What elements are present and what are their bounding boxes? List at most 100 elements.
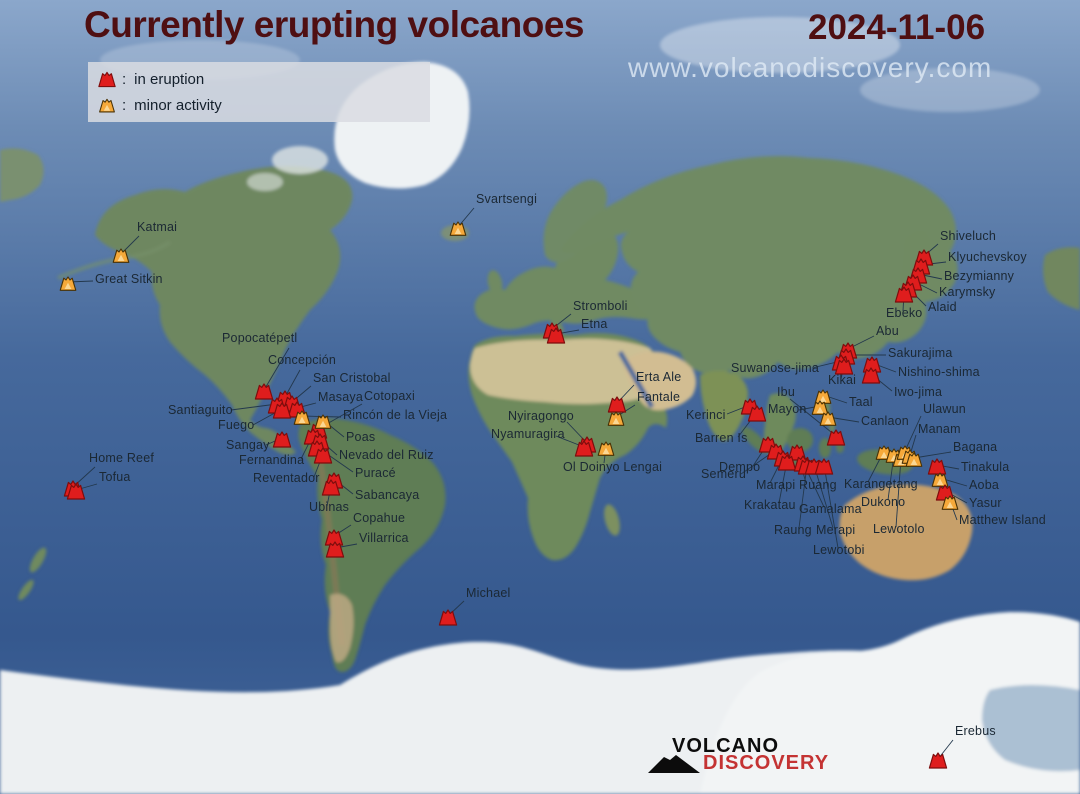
leader-line-ibu [789,398,837,437]
volcano-label-fantale: Fantale [637,390,680,404]
volcano-label-alaid: Alaid [928,300,957,314]
volcano-label-kikai: Kikai [828,373,856,387]
legend: : in eruption : minor activity [88,62,430,122]
volcano-label-sakurajima: Sakurajima [888,346,953,360]
continent-europe [474,229,668,330]
volcano-label-ol-doinyo-lengai: Ol Doinyo Lengai [563,460,662,474]
volcano-label-marapi: Marapi [756,478,795,492]
volcano-label-ruang: Ruang [799,478,837,492]
volcano-label-ubinas: Ubinas [309,500,349,514]
volcano-label-etna: Etna [581,317,608,331]
volcano-label-ulawun: Ulawun [923,402,966,416]
volcano-label-nyamuragira: Nyamuragira [491,427,565,441]
volcano-label-bezymianny: Bezymianny [944,269,1015,283]
volcano-label-michael: Michael [466,586,510,600]
volcano-label-abu: Abu [876,324,899,338]
volcano-label-yasur: Yasur [969,496,1002,510]
logo-text-volcano: VOLCANO [672,735,779,757]
volcano-label-concepcion: Concepción [268,353,336,367]
website-watermark: www.volcanodiscovery.com [628,52,993,83]
volcano-labels: Katmai Great Sitkin Svartsengi Popocatépetl… [89,192,1046,738]
volcano-label-svartsengi: Svartsengi [476,192,537,206]
volcano-label-tinakula: Tinakula [961,460,1009,474]
volcano-label-home-reef: Home Reef [89,451,154,465]
volcano-label-taal: Taal [849,395,873,409]
continent-north-america [95,166,353,455]
volcano-label-katmai: Katmai [137,220,177,234]
legend-separator: : [122,96,127,114]
leader-line-lewotobi [823,464,839,549]
volcano-label-erta-ale: Erta Ale [636,370,681,384]
volcano-label-dempo: Dempo [719,460,760,474]
volcano-label-reventador: Reventador [253,471,320,485]
volcano-label-tofua: Tofua [99,470,131,484]
volcano-label-klyuchevskoy: Klyuchevskoy [948,250,1027,264]
logo-volcano-icon [648,755,700,773]
volcano-label-cotopaxi: Cotopaxi [364,389,415,403]
volcano-label-matthew-island: Matthew Island [959,513,1046,527]
volcano-label-krakatau: Krakatau [744,498,796,512]
volcano-label-fernandina: Fernandina [239,453,304,467]
volcano-label-great-sitkin: Great Sitkin [95,272,163,286]
leader-line-bagana [913,451,952,459]
page-title: Currently erupting volcanoes [84,4,585,45]
leader-line-santiaguito [230,403,278,411]
volcano-label-raung: Raung [774,523,812,537]
continent-asia [560,156,958,379]
leader-line-ulawun [904,415,922,452]
volcano-label-purace: Puracé [355,466,396,480]
volcano-label-popocatepetl: Popocatépetl [222,331,297,345]
volcano-label-lewotobi: Lewotobi [813,543,865,557]
volcano-label-stromboli: Stromboli [573,299,628,313]
volcano-label-mayon: Mayon [768,402,807,416]
legend-label-minor: minor activity [134,96,222,114]
volcano-label-rincon-de-la-vieja: Rincón de la Vieja [343,408,447,422]
legend-item-eruption: : in eruption [98,66,430,92]
volcano-label-shiveluch: Shiveluch [940,229,996,243]
volcano-label-ibu: Ibu [777,385,795,399]
volcano-label-sangay: Sangay [226,438,270,452]
minor-activity-volcano-icon [99,98,115,112]
volcano-label-sabancaya: Sabancaya [355,488,419,502]
leader-line-concepcion [284,369,301,398]
eruption-volcano-icon [98,71,116,87]
volcano-label-nyiragongo: Nyiragongo [508,409,574,423]
volcano-label-lewotolo: Lewotolo [873,522,925,536]
leader-line-lewotolo [895,457,902,528]
volcano-label-santiaguito: Santiaguito [168,403,233,417]
volcano-label-copahue: Copahue [353,511,405,525]
volcanodiscovery-logo: VOLCANO DISCOVERY [648,735,828,780]
volcano-label-semeru: Semeru [701,467,746,481]
continent-australia [839,484,973,581]
volcano-label-barren-is: Barren Is [695,431,748,445]
volcano-label-karymsky: Karymsky [939,285,996,299]
volcano-label-suwanose-jima: Suwanose-jima [731,361,819,375]
volcano-label-masaya: Masaya [318,390,363,404]
volcano-label-manam: Manam [918,422,961,436]
logo-text-discovery: DISCOVERY [703,752,830,774]
volcano-label-nishino-shima: Nishino-shima [898,365,980,379]
volcano-label-merapi: Merapi [816,523,855,537]
volcano-label-ebeko: Ebeko [886,306,922,320]
volcano-label-canlaon: Canlaon [861,414,909,428]
legend-label-eruption: in eruption [134,70,205,88]
volcano-label-iwo-jima: Iwo-jima [894,385,942,399]
volcano-label-gamalama: Gamalama [799,502,862,516]
volcano-label-poas: Poas [346,430,375,444]
leader-line-raung [798,464,808,529]
volcano-label-nevado-del-ruiz: Nevado del Ruiz [339,448,434,462]
volcano-label-dukono: Dukono [861,495,905,509]
volcano-label-bagana: Bagana [953,440,997,454]
legend-separator: : [122,70,127,88]
volcano-label-fuego: Fuego [218,418,254,432]
volcano-label-karangetang: Karangetang [844,477,918,491]
volcano-label-san-cristobal: San Cristobal [313,371,391,385]
volcano-label-erebus: Erebus [955,724,996,738]
map-date: 2024-11-06 [808,8,986,47]
volcano-label-kerinci: Kerinci [686,408,726,422]
leader-line-popocatepetl [263,347,290,391]
volcano-label-aoba: Aoba [969,478,999,492]
volcano-label-villarrica: Villarrica [359,531,409,545]
